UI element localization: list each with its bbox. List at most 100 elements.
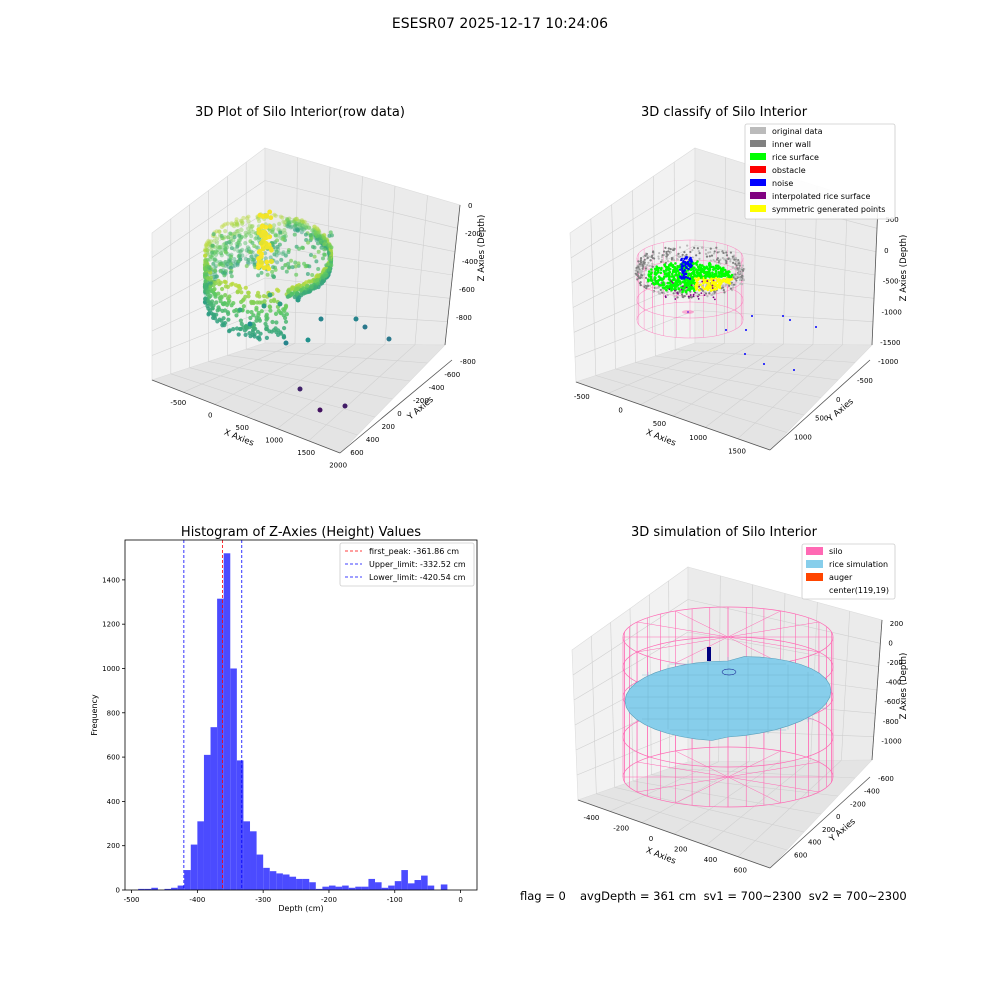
raw-point [283, 304, 289, 309]
raw-point [244, 233, 249, 238]
simulation-plot-x-tick-label: 200 [674, 845, 687, 853]
raw-point [243, 294, 248, 299]
classify-wall-point [680, 293, 684, 296]
raw-point [314, 226, 319, 231]
raw-point [277, 221, 282, 226]
raw-point [297, 223, 302, 228]
raw-point [210, 250, 215, 255]
raw-point [223, 222, 228, 227]
raw-point [293, 222, 298, 227]
histogram-bar [355, 886, 362, 890]
classify-wall-point [642, 262, 645, 265]
raw-point [284, 312, 289, 317]
raw-point [238, 318, 243, 323]
raw-point [270, 269, 275, 274]
raw-point-peak [261, 265, 267, 271]
raw-point [207, 257, 213, 262]
legend-label: interpolated rice surface [772, 192, 870, 201]
classify-wall-point [709, 259, 712, 262]
classify-rice-point [693, 289, 696, 293]
classify-interp-point [670, 280, 673, 283]
classify-wall-point [685, 253, 688, 256]
raw-point [294, 223, 299, 228]
raw-point [252, 323, 257, 328]
raw-point [294, 221, 299, 226]
classify-wall-point [712, 258, 715, 262]
classify-rice-point [697, 268, 700, 272]
raw-plot-x-tick-label: 2000 [329, 461, 347, 469]
classify-plot-z-tick-label: 500 [885, 216, 898, 224]
raw-point [296, 227, 301, 232]
raw-point [225, 284, 230, 289]
silo-roof-spoke [727, 636, 819, 653]
classify-wall-point [643, 273, 646, 276]
raw-point [204, 260, 209, 265]
raw-point [251, 313, 256, 318]
raw-plot-y-tick-label: -800 [460, 358, 476, 366]
classify-wall-point [649, 259, 652, 262]
classify-wall-point [725, 258, 728, 261]
classify-noise-point [690, 264, 693, 267]
classify-wall-point [712, 252, 716, 255]
classify-rice-point [713, 274, 716, 278]
classify-wall-point [725, 254, 729, 257]
classify-noise-point [681, 276, 685, 279]
raw-point [231, 327, 236, 332]
raw-outlier-point [386, 336, 392, 342]
classify-wall-point [704, 248, 707, 252]
classify-plot-x-tick-label: 1500 [728, 447, 746, 455]
simulation-plot-y-tick-label: -600 [878, 775, 894, 783]
raw-point [306, 225, 311, 230]
classify-wall-point [721, 256, 724, 260]
raw-point [321, 256, 326, 261]
simulation-plot-z-tick-label: -200 [887, 659, 903, 667]
classify-wall-point [735, 275, 738, 279]
classify-interp-point [711, 287, 714, 289]
raw-point [244, 263, 249, 268]
histogram-bar [269, 871, 277, 890]
raw-point [206, 238, 211, 243]
simulation-plot-z-tick-label: -800 [883, 718, 899, 726]
classify-wall-point [651, 262, 654, 265]
classify-wall-point [729, 287, 733, 290]
raw-point [293, 217, 298, 222]
classify-plot-y-tick-label: -500 [857, 377, 873, 385]
classify-rice-point [706, 274, 709, 278]
classify-rice-point [686, 278, 690, 282]
classify-rice-point [676, 280, 680, 284]
classify-plot-x-tick-label: 1000 [689, 434, 707, 442]
classify-wall-point [709, 247, 712, 250]
histogram-legend-frame [339, 542, 475, 587]
classify-wall-point [640, 261, 643, 264]
raw-point [211, 303, 216, 308]
classify-plot-z-tick-label: -1500 [880, 339, 900, 347]
raw-point [308, 233, 313, 238]
raw-point [234, 326, 240, 331]
raw-point-peak [267, 224, 273, 229]
histogram-bar [296, 878, 303, 890]
raw-point [241, 304, 246, 309]
raw-point [263, 256, 268, 261]
classify-rice-point [650, 268, 653, 271]
classify-rice-point [688, 285, 691, 288]
raw-point-peak [259, 224, 265, 230]
classify-wall-point [701, 246, 704, 249]
raw-point [226, 235, 231, 240]
silo-roof-spoke [727, 610, 781, 638]
classify-wall-point [737, 262, 740, 265]
raw-point [274, 249, 279, 254]
raw-point [218, 244, 223, 250]
classify-rice-point [683, 286, 686, 290]
raw-point [252, 244, 257, 249]
classify-wall-point [648, 264, 651, 267]
raw-point [263, 321, 268, 326]
raw-point [248, 315, 253, 321]
raw-point [257, 318, 262, 323]
raw-point [203, 296, 208, 302]
raw-point [247, 231, 252, 236]
classify-plot-grid-line [737, 344, 843, 439]
raw-point [212, 265, 217, 270]
raw-point [243, 230, 248, 235]
classify-rice-point [665, 288, 668, 292]
